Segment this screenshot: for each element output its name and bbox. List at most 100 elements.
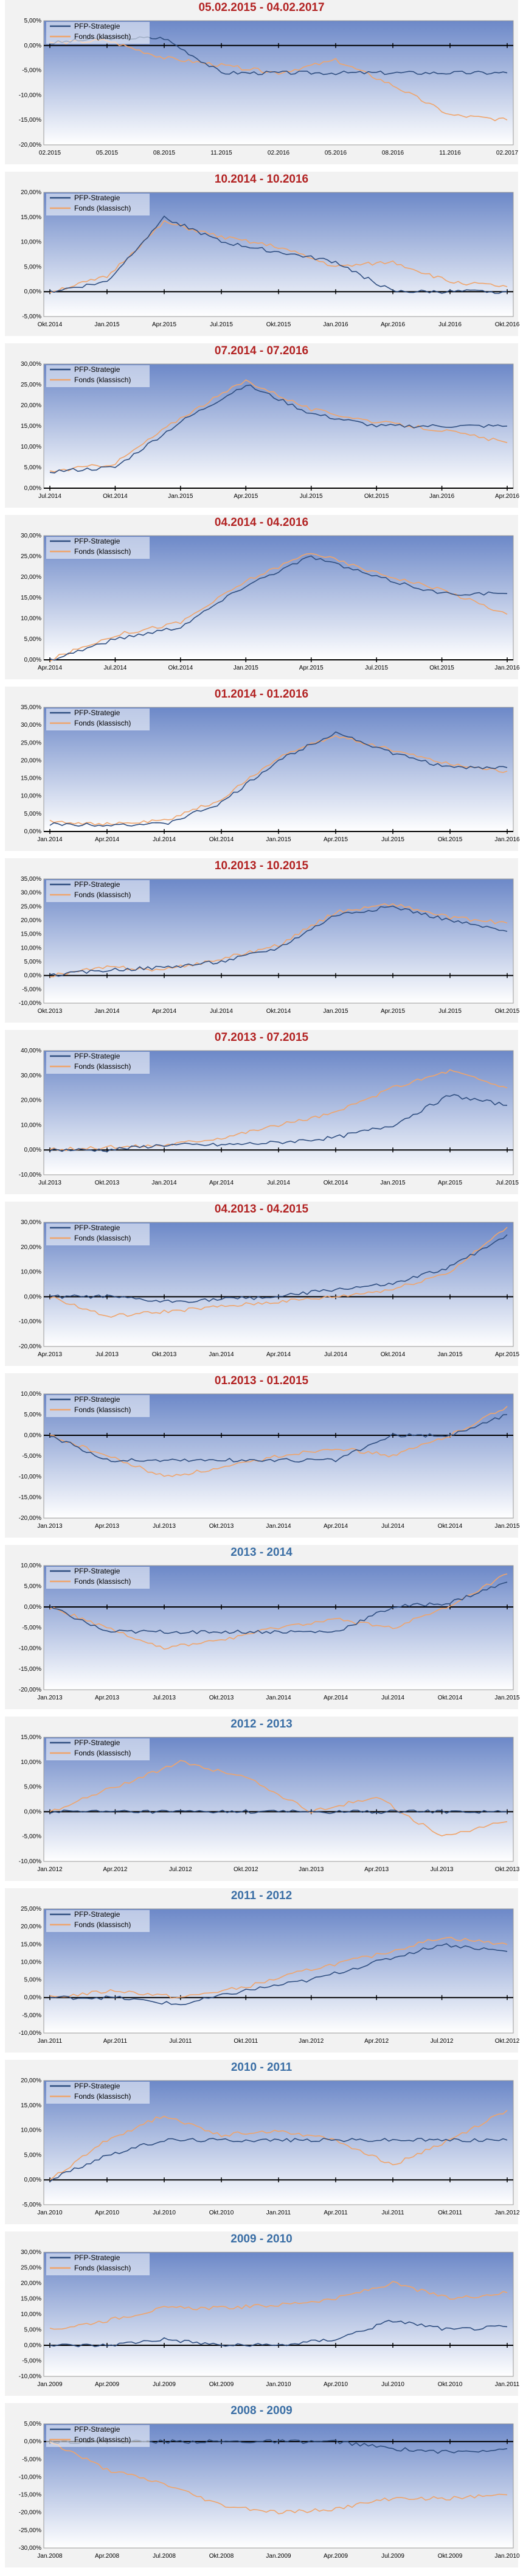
y-tick-label: -5,00% xyxy=(22,2202,41,2208)
y-tick-label: 35,00% xyxy=(21,704,41,711)
x-tick-label: Jan.2015 xyxy=(494,1523,520,1530)
series-line-pfp-strategie xyxy=(49,905,508,977)
y-tick-label: 10,00% xyxy=(21,1959,41,1965)
y-tick-label: 10,00% xyxy=(21,2127,41,2134)
x-tick-label: Apr.2009 xyxy=(95,2381,119,2388)
legend-label: Fonds (klassisch) xyxy=(74,2092,131,2101)
x-tick-label: Okt.2011 xyxy=(438,2210,462,2216)
chart-panel: 01.2014 - 01.2016 0,00% 5,00% 10,00% 15,00% 2… xyxy=(5,687,520,851)
x-tick-label: Jul.2012 xyxy=(169,1866,192,1873)
legend-label: PFP-Strategie xyxy=(74,1223,120,1232)
legend-label: Fonds (klassisch) xyxy=(74,547,131,556)
series-line-fonds-klassisch xyxy=(49,1760,508,1836)
x-tick-label: Jul.2015 xyxy=(210,321,233,328)
y-tick-label: 30,00% xyxy=(21,361,41,368)
y-tick-label: -20,00% xyxy=(19,2510,41,2516)
legend-label: Fonds (klassisch) xyxy=(74,1062,131,1071)
series-line-pfp-strategie xyxy=(49,555,508,661)
x-tick-label: Okt.2014 xyxy=(168,665,193,671)
x-tick-label: Jan.2015 xyxy=(494,1695,520,1701)
chart-title: 2008 - 2009 xyxy=(230,2404,293,2417)
x-tick-label: Jan.2009 xyxy=(37,2381,63,2388)
series-line-fonds-klassisch xyxy=(49,38,508,122)
x-tick-label: Apr.2015 xyxy=(299,665,324,671)
x-tick-label: Jul.2014 xyxy=(104,665,127,671)
x-tick-label: Jul.2014 xyxy=(381,1695,404,1701)
x-tick-label: Okt.2015 xyxy=(495,1008,520,1015)
chart-title: 10.2014 - 10.2016 xyxy=(214,173,309,186)
y-tick-label: 40,00% xyxy=(21,1048,41,1054)
y-tick-label: 30,00% xyxy=(21,2249,41,2256)
chart-title: 01.2013 - 01.2015 xyxy=(214,1374,309,1387)
x-tick-label: Jul.2013 xyxy=(153,1523,176,1530)
y-tick-label: 30,00% xyxy=(21,1219,41,1226)
x-tick-label: Jul.2012 xyxy=(431,2038,454,2045)
x-tick-label: Jan.2014 xyxy=(266,1695,291,1701)
y-tick-label: 10,00% xyxy=(21,239,41,246)
y-tick-label: 10,00% xyxy=(21,945,41,951)
x-tick-label: Jan.2016 xyxy=(323,321,348,328)
y-tick-label: 30,00% xyxy=(21,722,41,729)
legend-label: PFP-Strategie xyxy=(74,709,120,717)
legend-label: PFP-Strategie xyxy=(74,2253,120,2262)
x-tick-label: Okt.2015 xyxy=(429,665,454,671)
x-tick-label: Jan.2012 xyxy=(299,2038,324,2045)
chart-panel: 01.2013 - 01.2015 -20,00% -15,00% -10,00% -5… xyxy=(5,1373,520,1538)
legend-label: PFP-Strategie xyxy=(74,194,120,202)
x-tick-label: Jul.2014 xyxy=(38,493,61,500)
y-tick-label: 30,00% xyxy=(21,890,41,897)
x-tick-label: Jan.2011 xyxy=(38,2038,63,2045)
x-tick-label: Jan.2015 xyxy=(266,836,291,843)
y-tick-label: 10,00% xyxy=(21,615,41,622)
legend-label: Fonds (klassisch) xyxy=(74,1749,131,1757)
series-line-fonds-klassisch xyxy=(49,2281,508,2330)
series-line-fonds-klassisch xyxy=(49,1069,508,1152)
y-tick-label: 15,00% xyxy=(21,423,41,430)
chart-title: 2009 - 2010 xyxy=(230,2233,293,2245)
y-tick-label: 0,00% xyxy=(24,1147,41,1153)
series-line-fonds-klassisch xyxy=(49,735,508,826)
series-line-fonds-klassisch xyxy=(49,1405,508,1477)
x-tick-label: Okt.2012 xyxy=(495,2038,520,2045)
x-tick-label: Jan.2015 xyxy=(234,665,259,671)
series-line-pfp-strategie xyxy=(49,384,508,474)
y-tick-label: 0,00% xyxy=(24,828,41,835)
x-tick-label: Jul.2014 xyxy=(210,1008,233,1015)
y-tick-label: 25,00% xyxy=(21,903,41,910)
y-tick-label: 5,00% xyxy=(24,811,41,817)
chart-title: 04.2014 - 04.2016 xyxy=(214,516,309,529)
x-tick-label: 05.2016 xyxy=(325,150,347,156)
x-tick-label: Jan.2016 xyxy=(494,665,520,671)
y-tick-label: 5,00% xyxy=(24,464,41,471)
x-tick-label: Apr.2013 xyxy=(95,1695,119,1701)
y-tick-label: 15,00% xyxy=(21,595,41,601)
x-tick-label: Okt.2014 xyxy=(38,321,63,328)
y-tick-label: -5,00% xyxy=(22,1453,41,1460)
legend-label: Fonds (klassisch) xyxy=(74,1234,131,1242)
legend-label: PFP-Strategie xyxy=(74,1910,120,1919)
x-tick-label: Jul.2008 xyxy=(153,2553,176,2560)
x-tick-label: Okt.2010 xyxy=(438,2381,463,2388)
y-tick-label: -10,00% xyxy=(19,2373,41,2380)
y-tick-label: 10,00% xyxy=(21,1563,41,1569)
legend-label: Fonds (klassisch) xyxy=(74,376,131,384)
x-tick-label: Apr.2015 xyxy=(152,321,176,328)
chart-panel: 2011 - 2012 -10,00% -5,00% 0,00% 5,00% 10,00%… xyxy=(5,1888,520,2053)
x-tick-label: Okt.2014 xyxy=(209,836,234,843)
legend-label: Fonds (klassisch) xyxy=(74,1405,131,1414)
x-tick-label: Jan.2008 xyxy=(37,2553,63,2560)
line-chart: 0,00% 5,00% 10,00% 15,00% 20,00% 25,00% 30,00%… xyxy=(21,704,520,843)
y-tick-label: 5,00% xyxy=(24,1784,41,1791)
legend-label: Fonds (klassisch) xyxy=(74,2264,131,2272)
y-tick-label: -5,00% xyxy=(22,2012,41,2019)
x-tick-label: Jan.2015 xyxy=(94,321,120,328)
series-line-pfp-strategie xyxy=(49,1094,508,1152)
y-tick-label: -20,00% xyxy=(19,142,41,149)
line-chart: -10,00% 0,00% 10,00% 20,00% 30,00% 40,00% Jul.… xyxy=(19,1048,519,1186)
x-tick-label: 08.2016 xyxy=(382,150,404,156)
series-line-pfp-strategie xyxy=(49,2320,508,2348)
x-tick-label: Okt.2014 xyxy=(438,1695,463,1701)
line-chart: -10,00% -5,00% 0,00% 5,00% 10,00% 15,00% 20,00… xyxy=(19,876,520,1015)
x-tick-label: Okt.2013 xyxy=(209,1695,234,1701)
x-tick-label: Jul.2009 xyxy=(153,2381,176,2388)
